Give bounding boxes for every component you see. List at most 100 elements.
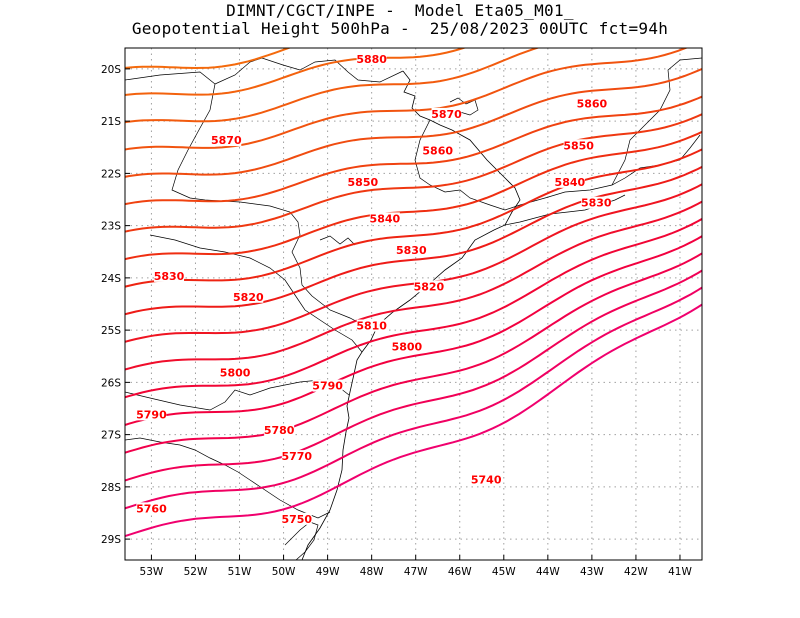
lat-tick-label: 27S: [101, 430, 121, 442]
contour-labels: 5880 5870 5870 5860 5860 5850 5850 5840 5840 5830…: [136, 53, 612, 526]
contour-label-bg: [264, 424, 295, 436]
contour-line: [125, 252, 702, 454]
contour-label-bg: [581, 196, 612, 209]
contour-label: 5820: [233, 291, 264, 304]
contour-label-bg: [211, 134, 242, 147]
contour-lines: [125, 48, 702, 538]
contour-label: 5850: [563, 139, 594, 152]
contour-label: 5810: [356, 320, 387, 333]
contour-label: 5830: [581, 197, 612, 210]
contour-label-bg: [554, 175, 585, 188]
lon-tick-label: 53W: [140, 566, 164, 578]
lat-tick-label: 25S: [101, 325, 121, 337]
contour-label: 5860: [422, 144, 453, 157]
contour-label: 5750: [281, 513, 312, 526]
contour-label-bg: [471, 473, 502, 486]
contour-label: 5870: [211, 134, 242, 147]
title-line-2: Geopotential Height 500hPa - 25/08/2023 …: [131, 19, 669, 38]
contour-label: 5850: [348, 176, 379, 189]
contour-label-bg: [356, 319, 387, 332]
lon-tick-label: 49W: [316, 566, 340, 578]
lon-tick-label: 45W: [492, 566, 516, 578]
contour-line: [125, 286, 702, 510]
contour-label: 5770: [281, 450, 312, 463]
contour-label: 5840: [370, 212, 401, 225]
contour-label-bg: [356, 53, 387, 66]
contour-label: 5840: [555, 176, 586, 189]
lon-tick-label: 50W: [272, 566, 296, 578]
state-border-mg-sp: [125, 71, 379, 327]
lat-tick-label: 28S: [101, 482, 121, 494]
lat-tick-label: 23S: [101, 221, 121, 233]
contour-label: 5820: [414, 280, 445, 293]
state-border-north: [214, 57, 404, 85]
contour-label: 5800: [392, 340, 423, 353]
contour-label: 5830: [154, 270, 185, 283]
contour-line: [125, 217, 702, 399]
contour-label: 5760: [136, 502, 167, 515]
contour-label-bg: [576, 97, 607, 110]
lat-tick-label: 26S: [101, 377, 121, 389]
axes: 20S 21S 22S 23S 24S 25S 26S 27S 28S 29S 53W 52W 51W 5…: [101, 64, 692, 578]
contour-label-bg: [281, 512, 312, 525]
lat-tick-label: 20S: [101, 64, 121, 76]
contour-line: [125, 113, 702, 233]
contour-label: 5740: [471, 474, 502, 487]
lon-tick-label: 46W: [448, 566, 472, 578]
contour-label-bg: [281, 450, 312, 463]
lat-tick-label: 22S: [101, 168, 121, 180]
lon-tick-label: 41W: [668, 566, 692, 578]
contour-label-bg: [136, 408, 167, 421]
contour-label: 5780: [264, 424, 295, 437]
contour-label: 5800: [220, 367, 251, 380]
contour-label-bg: [233, 290, 264, 303]
contour-label: 5790: [312, 380, 343, 393]
contour-label-bg: [396, 243, 427, 256]
contour-label: 5790: [136, 408, 167, 421]
contour-line: [125, 165, 702, 316]
contour-line: [125, 200, 702, 371]
contour-line: [125, 148, 702, 288]
contour-line: [125, 48, 689, 151]
coastline: [301, 70, 521, 560]
contour-label-bg: [369, 212, 400, 225]
lagoa-dos-patos: [284, 521, 319, 560]
contour-line: [125, 235, 702, 426]
contour-line: [125, 303, 702, 538]
contour-label-bg: [347, 175, 378, 188]
lon-tick-label: 51W: [228, 566, 252, 578]
lat-tick-label: 21S: [101, 116, 121, 128]
contour-label-bg: [413, 280, 444, 293]
contour-line: [125, 183, 702, 343]
contour-line: [125, 269, 702, 482]
contour-label-bg: [312, 379, 343, 392]
lon-tick-label: 48W: [360, 566, 384, 578]
contour-label-bg: [136, 502, 167, 515]
contour-line: [125, 48, 541, 124]
plot-frame: [124, 47, 703, 561]
contour-label-bg: [391, 340, 422, 353]
lon-tick-label: 42W: [624, 566, 648, 578]
contour-label: 5870: [431, 108, 462, 121]
title-line-1: DIMNT/CGCT/INPE - Model Eta05_M01_: [226, 1, 574, 20]
lon-tick-label: 52W: [184, 566, 208, 578]
contour-label-bg: [154, 269, 185, 282]
chart-title: DIMNT/CGCT/INPE - Model Eta05_M01_ Geopo…: [0, 2, 800, 38]
contour-label-bg: [563, 139, 594, 152]
lon-tick-label: 47W: [404, 566, 428, 578]
contour-line: [125, 48, 292, 70]
contour-line: [125, 95, 702, 206]
contour-label-bg: [431, 107, 462, 120]
contour-line: [125, 130, 702, 261]
contour-line: [125, 67, 702, 178]
reservoir-furnas: [449, 97, 479, 117]
lat-tick-label: 29S: [101, 534, 121, 546]
gridlines: [125, 48, 702, 560]
lon-tick-label: 43W: [580, 566, 604, 578]
contour-label: 5830: [396, 244, 427, 257]
lon-tick-label: 44W: [536, 566, 560, 578]
contour-label-bg: [220, 366, 251, 379]
contour-label: 5880: [356, 53, 387, 66]
contour-label: 5860: [577, 97, 608, 110]
